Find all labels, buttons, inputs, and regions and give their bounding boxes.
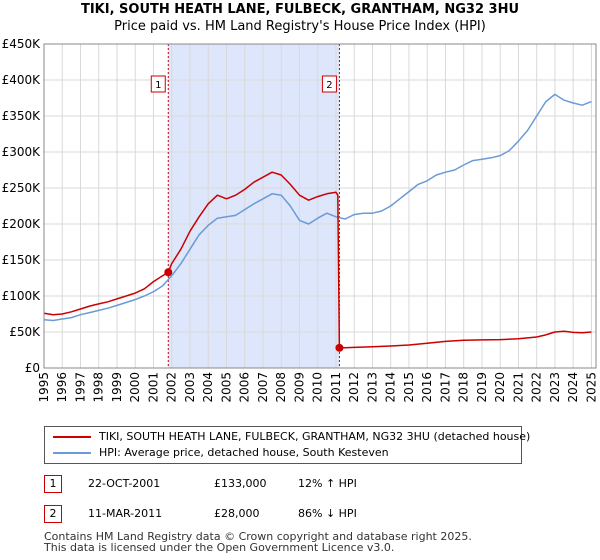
x-tick-label: 1997 [73,372,87,403]
sale-marker-label: 1 [155,80,161,91]
x-tick-label: 2019 [475,372,489,403]
x-tick-label: 2024 [566,372,580,403]
sale-marker-box [321,75,337,93]
y-tick-label: £400K [2,73,42,87]
transaction-date: 11-MAR-2011 [88,507,163,520]
y-tick-label: £300K [2,145,42,159]
legend-swatch-property [53,436,91,438]
x-tick-label: 2025 [584,372,598,403]
y-tick-label: £100K [2,289,42,303]
x-tick-label: 2014 [384,372,398,403]
y-tick-label: £450K [2,37,42,51]
sale-marker-label: 2 [326,80,332,91]
hpi-line [43,93,592,322]
x-tick-label: 2023 [548,372,562,403]
legend-swatch-hpi [53,452,91,454]
x-tick-label: 1999 [110,372,124,403]
sale-point [335,343,344,352]
transaction-price: £28,000 [214,507,260,520]
legend: TIKI, SOUTH HEATH LANE, FULBECK, GRANTHA… [44,426,530,464]
chart-subtitle: Price paid vs. HM Land Registry's House … [114,19,486,34]
legend-label-hpi: HPI: Average price, detached house, Sout… [99,446,389,459]
price-chart: 1 2 £0 £50K £100K £150K £200K £250K £300K £350K £4… [2,37,599,403]
x-tick-label: 2009 [292,372,306,403]
x-tick-label: 2020 [493,372,507,403]
chart-title: TIKI, SOUTH HEATH LANE, FULBECK, GRANTHA… [80,2,520,17]
plot-frame [43,43,597,369]
footer: Contains HM Land Registry data © Crown c… [44,531,472,553]
x-tick-label: 1998 [92,372,106,403]
y-tick-label: £350K [2,109,42,123]
footer-line-2: This data is licensed under the Open Gov… [44,541,395,554]
x-tick-label: 2018 [457,372,471,403]
x-tick-label: 2000 [128,372,142,403]
x-tick-label: 2012 [347,372,361,403]
x-tick-label: 2021 [511,372,525,403]
x-tick-label: 2022 [530,372,544,403]
y-tick-label: £150K [2,253,42,267]
footer-line-1: Contains HM Land Registry data © Crown c… [44,530,472,543]
transaction-hpi-diff: 12% ↑ HPI [298,477,357,490]
y-tick-label: £200K [2,217,42,231]
x-tick-label: 2002 [165,372,179,403]
transaction-number: 2 [44,505,62,523]
property-price-line [43,171,592,349]
x-tick-label: 2005 [219,372,233,403]
x-tick-label: 2004 [201,372,215,403]
y-tick-label: £250K [2,181,42,195]
x-tick-label: 2007 [256,372,270,403]
legend-label-property: TIKI, SOUTH HEATH LANE, FULBECK, GRANTHA… [99,430,531,443]
x-tick-label: 2003 [183,372,197,403]
x-tick-label: 2011 [329,372,343,403]
y-tick-label: £0 [25,361,40,375]
sale-point [164,268,173,277]
x-tick-label: 2017 [438,372,452,403]
x-tick-label: 2008 [274,372,288,403]
ownership-band [168,44,340,368]
x-tick-label: 2013 [365,372,379,403]
sale-marker-box [150,75,166,93]
y-tick-label: £50K [9,325,41,339]
transaction-number: 1 [44,475,62,493]
transaction-date: 22-OCT-2001 [88,477,161,490]
x-tick-label: 2001 [146,372,160,403]
x-tick-label: 1996 [55,372,69,403]
x-tick-label: 2015 [402,372,416,403]
x-tick-label: 1995 [37,372,51,403]
transaction-hpi-diff: 86% ↓ HPI [298,507,357,520]
x-tick-label: 2006 [238,372,252,403]
x-tick-label: 2016 [420,372,434,403]
x-tick-label: 2010 [311,372,325,403]
transaction-price: £133,000 [214,477,267,490]
